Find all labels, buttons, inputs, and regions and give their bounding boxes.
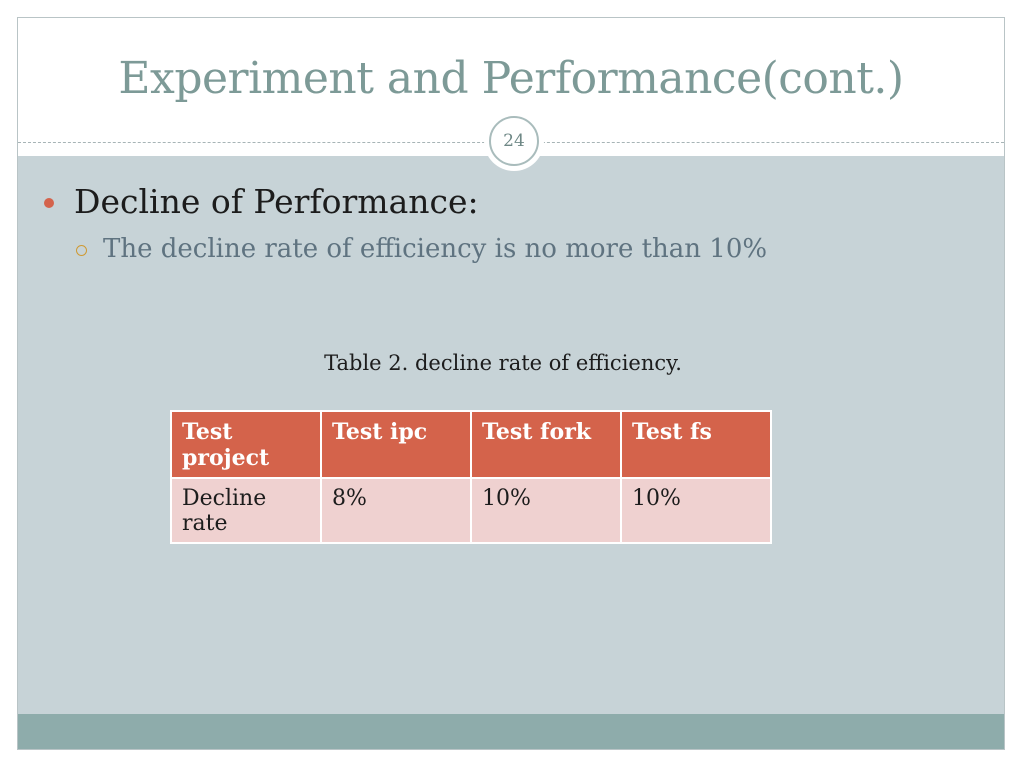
page-number-badge: 24 [484, 111, 544, 171]
footer-bar [18, 714, 1004, 749]
bullet-text: Decline of Performance: [74, 182, 479, 221]
table-header-cell: Test project [170, 410, 322, 479]
sub-bullet-text: The decline rate of efficiency is no mor… [103, 234, 768, 264]
table-header-cell: Test fs [620, 410, 772, 479]
table-caption: Table 2. decline rate of efficiency. [324, 351, 682, 375]
bullet-item: Decline of Performance: [44, 182, 479, 221]
table-row: Decline rate 8% 10% 10% [170, 477, 772, 544]
decline-rate-table: Test project Test ipc Test fork Test fs … [170, 410, 772, 544]
page-number: 24 [489, 116, 539, 166]
table-header-cell: Test fork [470, 410, 622, 479]
table-cell: 8% [320, 477, 472, 544]
bullet-dot-icon [44, 197, 54, 208]
slide: Experiment and Performance(cont.) 24 Dec… [17, 17, 1005, 750]
slide-title: Experiment and Performance(cont.) [118, 53, 904, 104]
table-cell: Decline rate [170, 477, 322, 544]
sub-bullet-item: The decline rate of efficiency is no mor… [76, 234, 767, 264]
table-header-cell: Test ipc [320, 410, 472, 479]
table-cell: 10% [470, 477, 622, 544]
table-cell: 10% [620, 477, 772, 544]
sub-bullet-ring-icon [76, 244, 87, 256]
table-header-row: Test project Test ipc Test fork Test fs [170, 410, 772, 479]
